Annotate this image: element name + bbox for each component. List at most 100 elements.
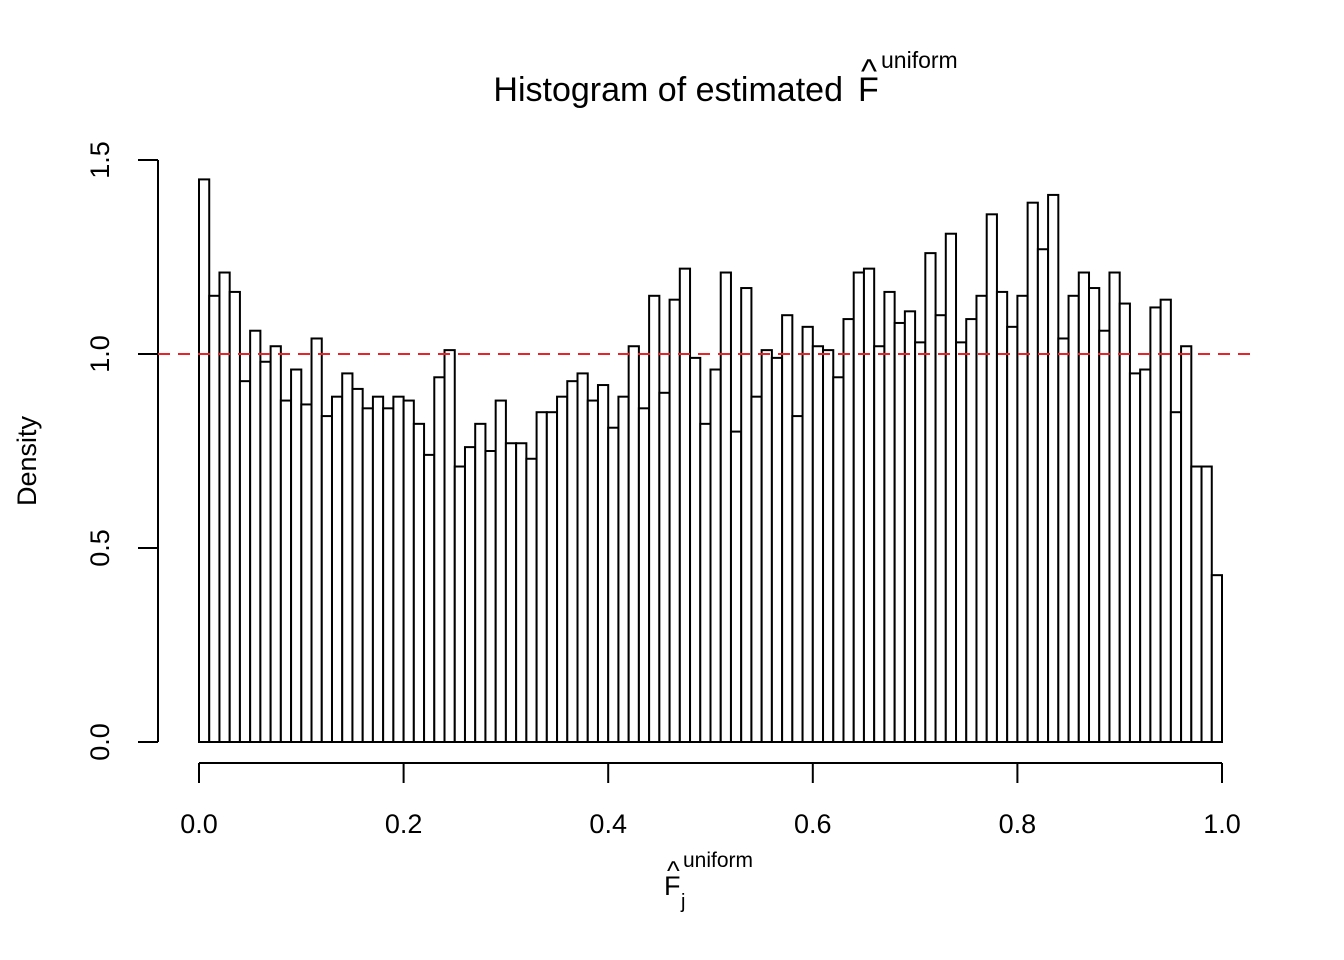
histogram-bars [198,178,1224,744]
histogram-bar [965,318,978,743]
histogram-bar [637,407,651,743]
x-tick-label: 0.0 [180,809,218,839]
histogram-bar [914,341,927,743]
histogram-bar [1118,302,1131,743]
histogram-bar [944,232,958,743]
histogram-bar [1098,329,1111,743]
histogram-bar [729,430,743,743]
histogram-bar [822,349,835,743]
histogram-bar [1016,294,1029,743]
histogram-bar [750,395,763,743]
x-axis-label-superscript: uniform [683,849,753,872]
histogram-bar [1200,465,1213,743]
histogram-bar [678,267,692,743]
histogram-bar [1088,287,1101,743]
histogram-bar [1159,298,1172,743]
histogram-bar [1180,345,1193,743]
histogram-bar [423,453,436,743]
histogram-bar [985,213,998,743]
histogram-bar [474,422,487,743]
x-axis-label-hat: ^ [667,856,680,886]
histogram-bar [290,368,303,743]
histogram-bar [760,349,773,743]
histogram-bar [1128,372,1142,743]
histogram-bar [617,395,630,743]
histogram-bar [1210,574,1224,743]
histogram-bar [740,287,753,743]
histogram-bar [607,426,620,743]
histogram-bar [1036,248,1050,744]
histogram-bar [198,178,211,743]
x-axis-label-subscript: j [680,891,685,913]
histogram-bar [545,411,559,743]
histogram-bar [443,349,456,743]
histogram-bar [279,399,293,743]
histogram-bar [382,407,395,743]
histogram-bar [862,267,876,743]
histogram-bar [955,341,968,743]
chart-title-hat: ^ [861,53,877,91]
histogram-bar [596,384,610,743]
chart-title-superscript: uniform [881,47,958,73]
histogram-bar [586,399,599,743]
histogram-bar [238,380,252,743]
histogram-bar [699,422,712,743]
histogram-bar [371,395,385,743]
histogram-bar [402,399,415,743]
histogram-bar [1149,306,1162,743]
histogram-bar [249,329,262,743]
histogram-bar [1057,337,1070,743]
histogram-bar [453,465,466,743]
y-tick-label: 1.5 [85,141,115,179]
histogram-bar [351,387,364,743]
x-tick-label: 0.2 [385,809,423,839]
histogram-bar [811,345,825,743]
histogram-bar [1026,201,1039,743]
histogram-bar [525,457,538,743]
histogram-bar [556,395,569,743]
histogram-bar [658,391,671,743]
histogram-bar [484,450,497,743]
histogram-bar [535,411,548,743]
histogram-bar [566,380,579,743]
x-axis-label-symbol: F [664,871,681,901]
histogram-bar [924,252,937,743]
histogram-bar [709,368,722,743]
histogram-bar [1139,368,1152,743]
histogram-bar [791,415,804,743]
x-axis-label: F ^ uniform j [664,849,753,913]
histogram-bar [1169,411,1183,743]
x-tick-label: 1.0 [1203,809,1241,839]
histogram-bar [903,310,917,743]
histogram-bar [832,376,845,743]
y-axis-label: Density [12,415,42,506]
histogram-bar [320,415,333,743]
x-tick-label: 0.4 [589,809,627,839]
chart-title-symbol: F [858,71,879,109]
x-axis: 0.0 0.2 0.4 0.6 0.8 1.0 F ^ uniform j [180,762,1241,913]
histogram-bar [259,360,272,743]
histogram-bar [934,314,947,743]
histogram-bar [515,442,528,743]
histogram-bar [576,372,589,743]
histogram-bar [463,446,477,743]
histogram-bar [361,407,374,743]
histogram-bar [1077,271,1091,743]
histogram-bar [330,395,344,743]
histogram-bar [689,356,702,743]
histogram-bar [1190,465,1203,743]
histogram-bar [494,399,507,743]
histogram-bar [269,345,282,743]
histogram-bar [341,372,354,743]
histogram-bar [873,345,886,743]
histogram-bar [208,294,221,743]
histogram-bar [852,271,865,743]
histogram-bar [300,403,313,743]
histogram-bar [893,321,906,743]
y-axis: 0.0 0.5 1.0 1.5 Density [12,141,159,761]
histogram-bar [627,345,640,743]
histogram-bar [719,271,732,743]
histogram-bar [648,294,661,743]
histogram-bar [1067,294,1080,743]
